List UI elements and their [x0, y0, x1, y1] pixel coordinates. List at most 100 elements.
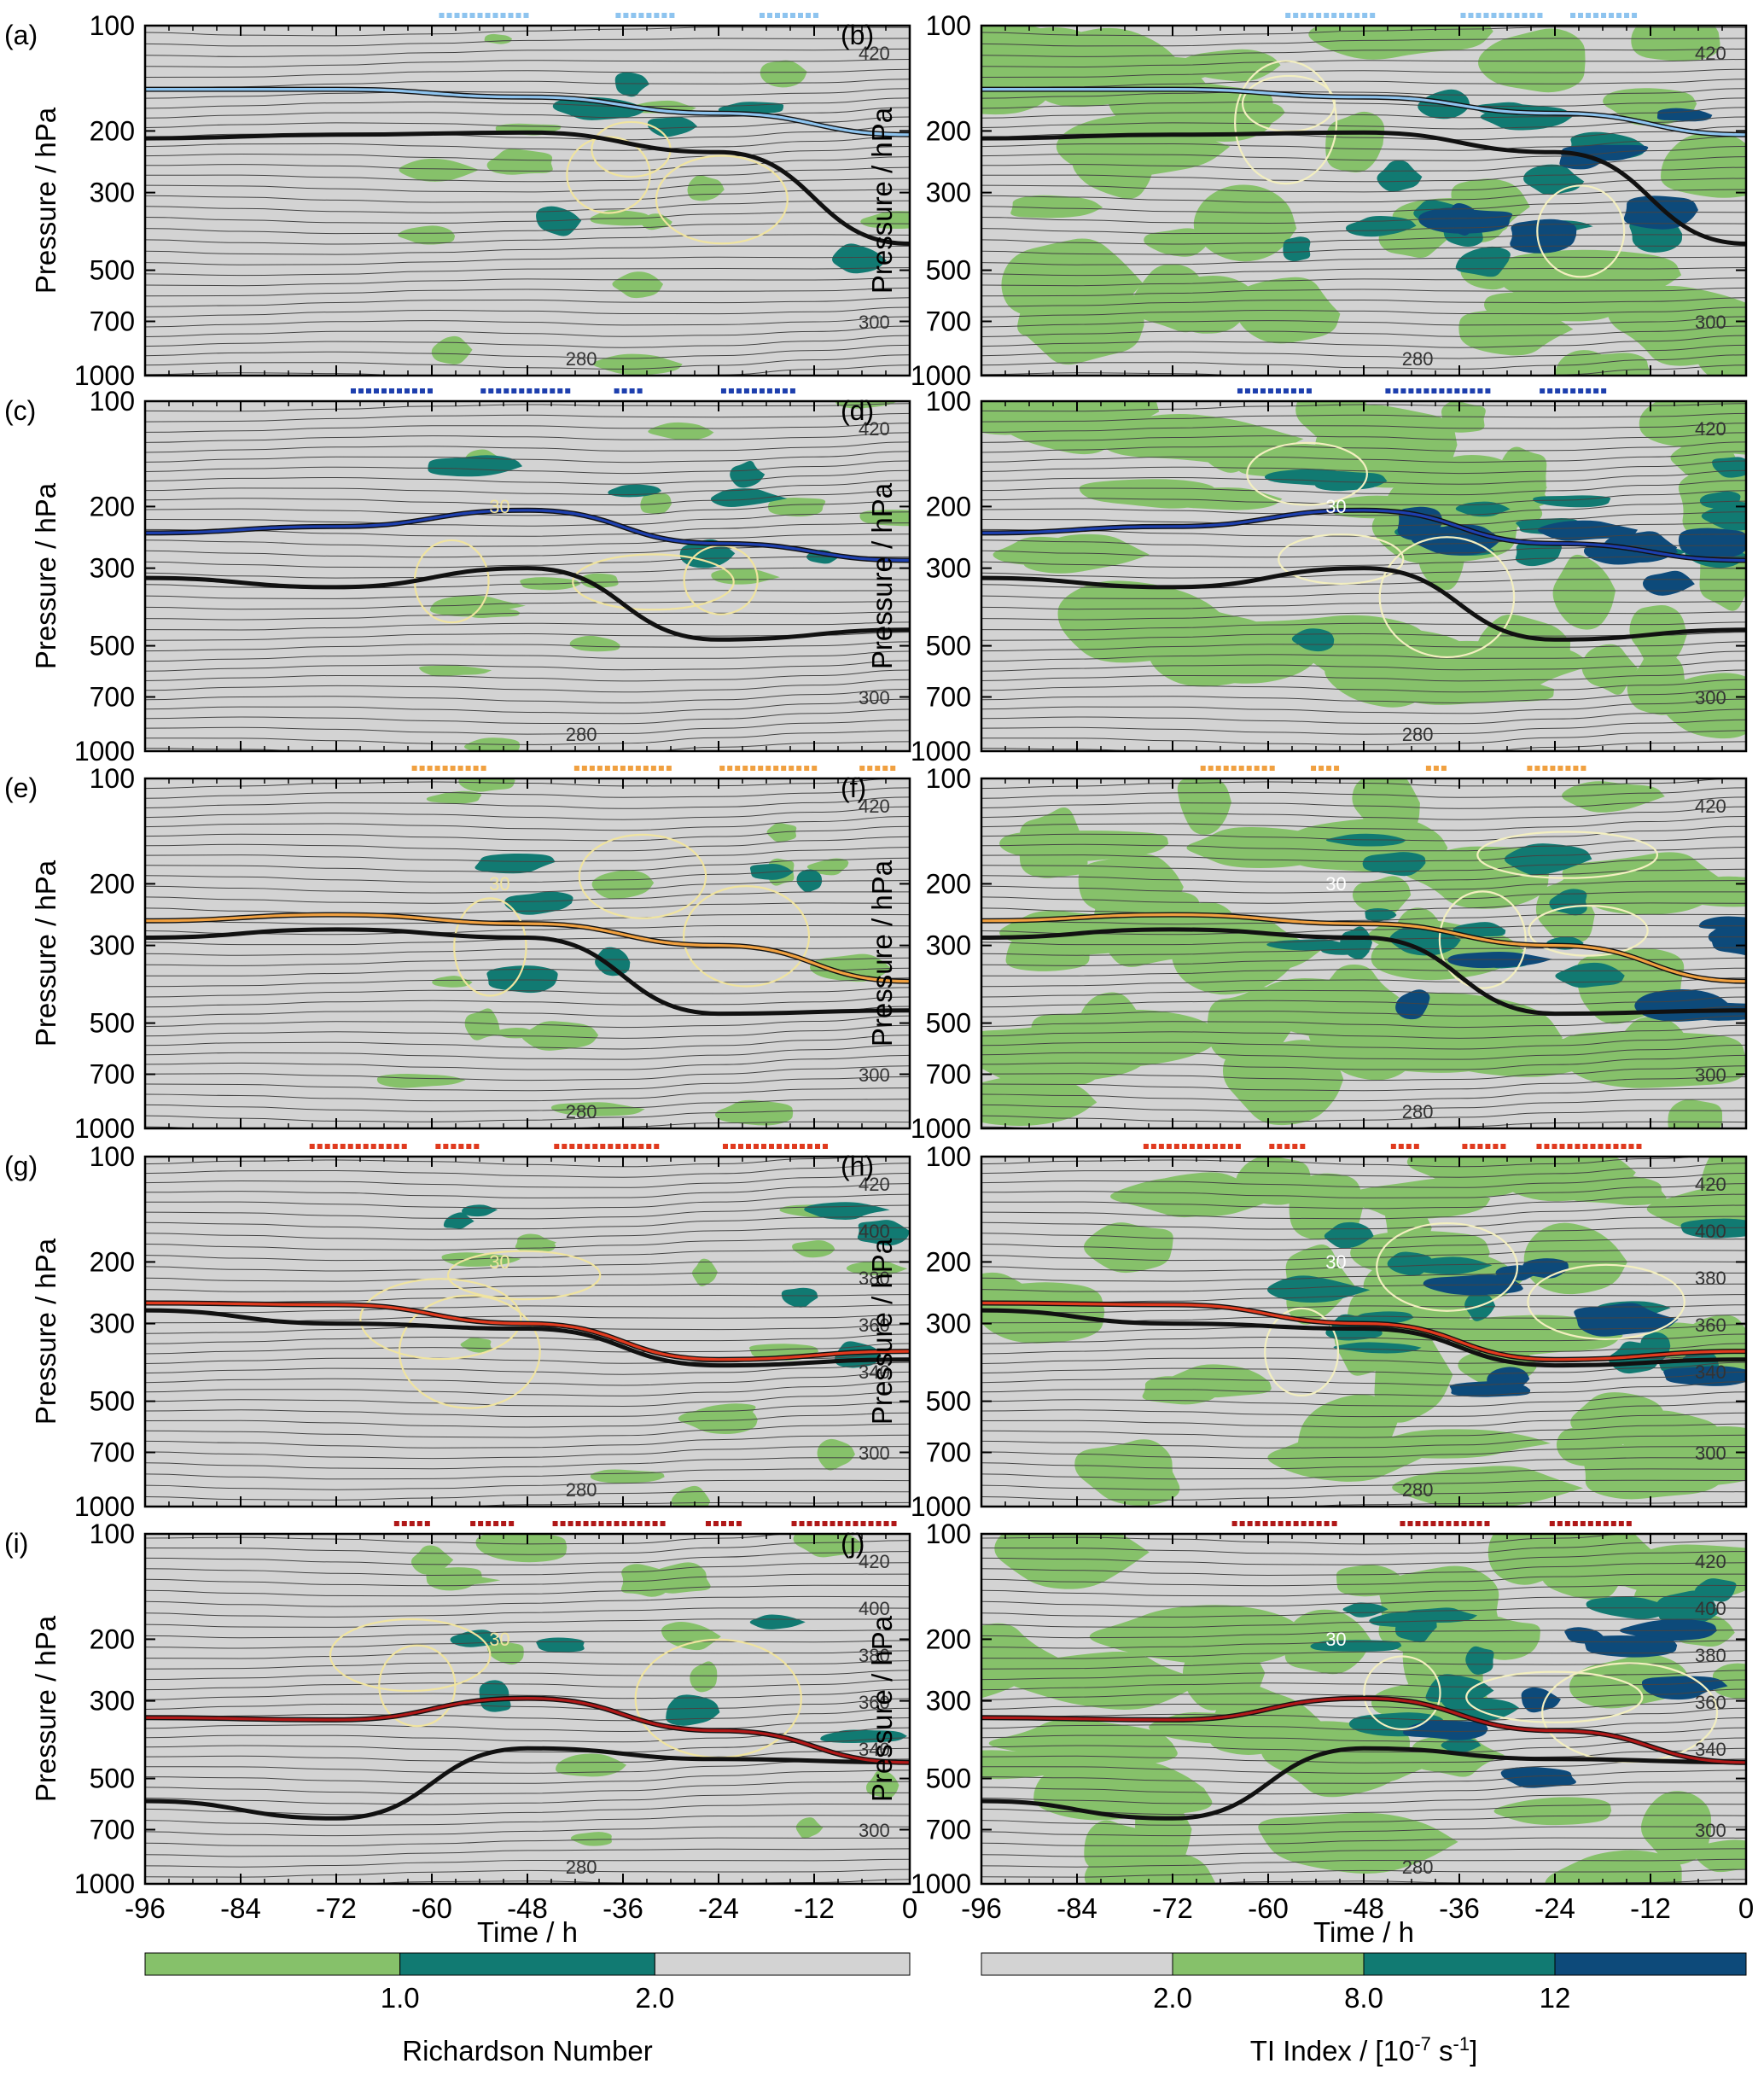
wind-contour [1264, 1307, 1340, 1397]
y-tick-label: 500 [926, 255, 971, 286]
isentrope-label: 420 [1695, 1551, 1726, 1572]
shading-mid [1515, 539, 1563, 567]
colorbar-left-swatch [654, 1952, 911, 1976]
panel-g: 420 400 380 360 340 300 280 30 100 200 300 500 700 10… [4, 1141, 911, 1522]
x-tick-label: 0 [1738, 1892, 1754, 1924]
event-marker [485, 13, 491, 18]
event-marker [1278, 1521, 1284, 1526]
event-marker [527, 388, 533, 393]
event-marker [615, 13, 621, 18]
event-marker [1311, 766, 1317, 771]
shading-high [1559, 150, 1604, 170]
shading-low [429, 595, 526, 617]
shading-mid [820, 1729, 907, 1744]
event-marker [806, 1521, 812, 1526]
event-marker [606, 1521, 612, 1526]
isentrope-line [145, 480, 910, 496]
event-marker [451, 1144, 457, 1149]
isentrope-label: 380 [859, 1645, 890, 1666]
isentrope-line [145, 1239, 910, 1251]
x-tick-label: -84 [1057, 1892, 1097, 1924]
isentrope-line [145, 1540, 910, 1555]
event-marker [1626, 1521, 1632, 1526]
event-marker [736, 388, 742, 393]
isentrope-line [981, 868, 1746, 883]
y-tick-label: 300 [926, 1686, 971, 1717]
isentrope-label: 300 [859, 1443, 890, 1464]
shading-low [1023, 533, 1150, 574]
event-marker [1547, 388, 1553, 393]
event-marker [791, 1144, 797, 1149]
shading-high [1698, 916, 1746, 931]
event-marker [1385, 388, 1391, 393]
event-marker [753, 1144, 759, 1149]
isentrope-line [145, 1087, 910, 1102]
event-marker [1613, 1144, 1619, 1149]
y-tick-label: 700 [90, 306, 135, 336]
event-marker [462, 13, 468, 18]
wind-contour [578, 833, 707, 919]
shading-mid [1680, 1218, 1746, 1239]
event-marker [1549, 1521, 1555, 1526]
isentrope-line [981, 107, 1746, 119]
event-marker [585, 1144, 591, 1149]
isentrope-line [145, 698, 910, 714]
event-marker [782, 388, 788, 393]
event-marker [1166, 1144, 1172, 1149]
tropopause-line [981, 927, 1746, 1017]
y-tick-label: 700 [926, 1814, 971, 1845]
event-marker [1514, 13, 1520, 18]
isentrope-label: 300 [1695, 1443, 1726, 1464]
isentrope-line [981, 245, 1746, 255]
event-marker [728, 388, 734, 393]
isentrope-line [145, 1698, 910, 1711]
event-marker [1593, 388, 1599, 393]
y-tick-label: 300 [926, 930, 971, 961]
isentrope-line [145, 1423, 910, 1438]
isentrope-line [145, 432, 910, 443]
isentrope-line [145, 579, 910, 589]
y-tick-label: 700 [926, 1437, 971, 1467]
y-tick-label: 300 [90, 1309, 135, 1339]
event-marker [409, 1521, 415, 1526]
event-marker [791, 1521, 797, 1526]
isentrope-label: 360 [859, 1692, 890, 1713]
isentrope-line [145, 1595, 910, 1607]
shading-low [1476, 1616, 1540, 1660]
isentrope-line [145, 1468, 910, 1480]
isentrope-line [145, 136, 910, 151]
event-marker [822, 1144, 828, 1149]
shading-high [1678, 528, 1746, 559]
shading-low [1089, 1605, 1307, 1666]
event-marker [1262, 1521, 1268, 1526]
isentrope-line [145, 1457, 910, 1470]
shading-low [555, 1753, 627, 1777]
shading-mid [1712, 457, 1746, 478]
isentrope-line [981, 902, 1746, 914]
isentrope-line [981, 1457, 1746, 1470]
y-tick-label: 100 [90, 1519, 135, 1549]
event-marker [1220, 1144, 1225, 1149]
isentrope-line [981, 741, 1746, 751]
isentrope-label: 280 [566, 1857, 597, 1878]
event-marker [1319, 766, 1324, 771]
event-marker [1255, 1521, 1260, 1526]
colorbar-right-swatch [981, 1952, 1173, 1976]
isentrope-line [981, 223, 1746, 235]
isentrope-line [981, 660, 1746, 672]
shading-mid [804, 1202, 890, 1220]
event-marker [1527, 766, 1533, 771]
event-marker [1246, 766, 1252, 771]
isentrope-label: 360 [1695, 1315, 1726, 1336]
y-tick-label: 200 [926, 115, 971, 146]
event-marker [1537, 13, 1543, 18]
event-marker [1215, 766, 1221, 771]
y-tick-label: 500 [90, 255, 135, 286]
shading-low [1324, 632, 1439, 708]
event-marker [822, 1521, 828, 1526]
event-marker [508, 13, 514, 18]
shading-mid [1314, 470, 1388, 492]
colorbar-right-swatch [1172, 1952, 1365, 1976]
isentrope-label: 280 [1402, 1857, 1434, 1878]
x-tick-label: -72 [1152, 1892, 1193, 1924]
